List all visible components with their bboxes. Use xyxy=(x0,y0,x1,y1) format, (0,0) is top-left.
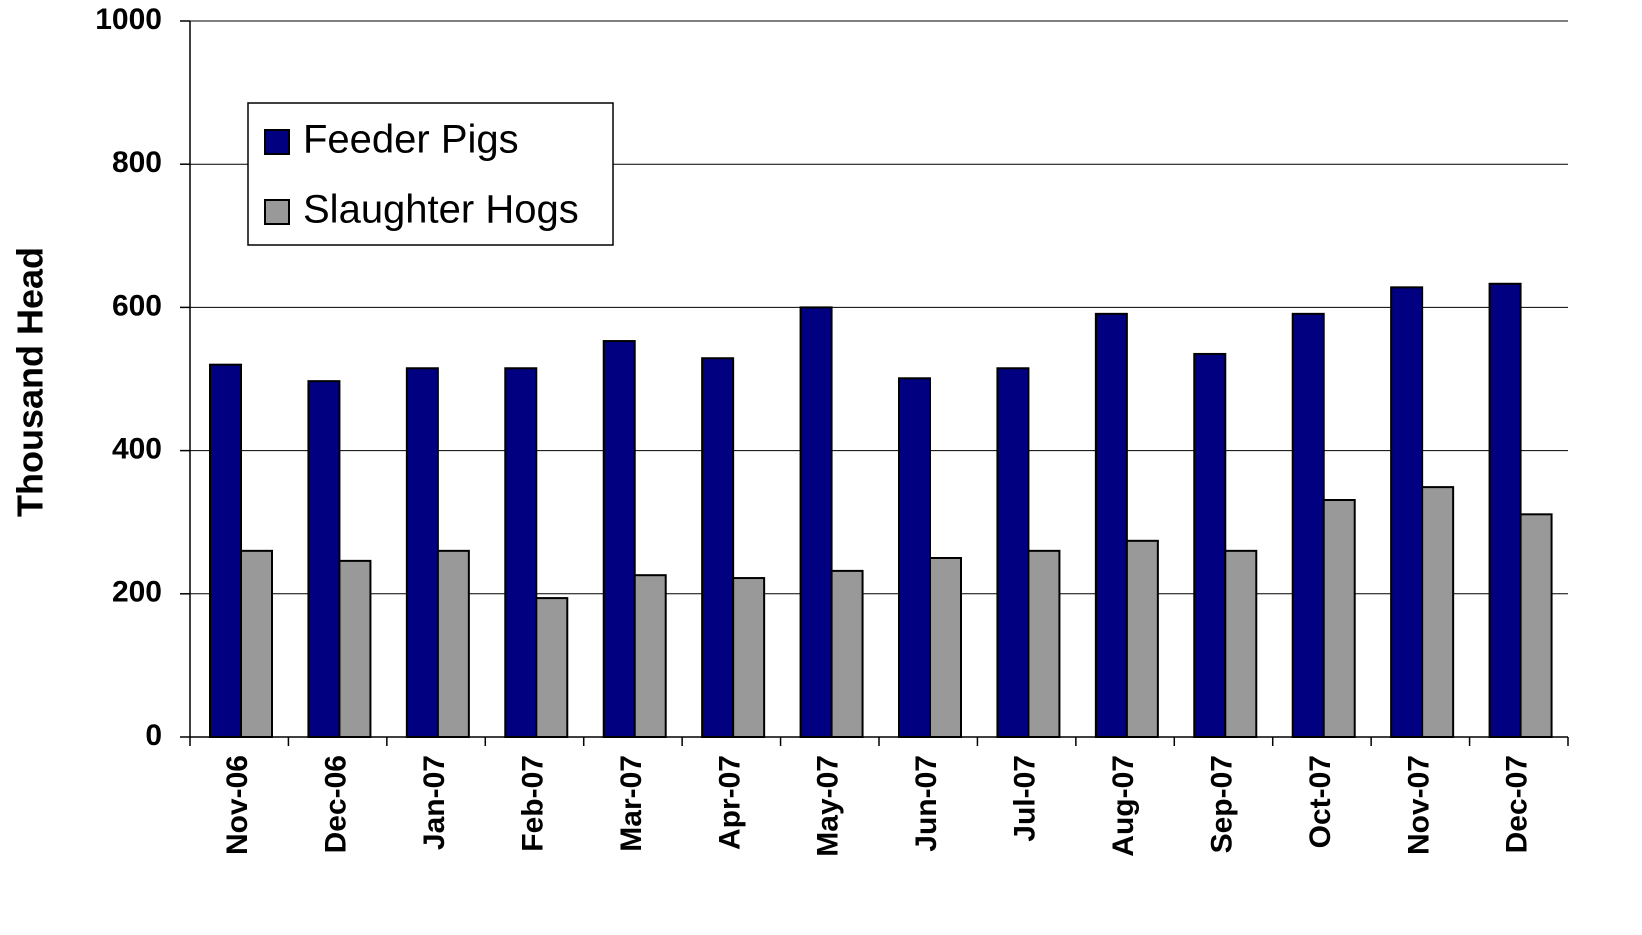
bar xyxy=(209,363,242,738)
legend-label: Slaughter Hogs xyxy=(303,188,579,232)
bar xyxy=(1027,549,1061,739)
bar xyxy=(307,380,341,738)
bar xyxy=(535,597,569,739)
bar xyxy=(996,367,1030,738)
bar xyxy=(633,574,667,739)
x-tick-label: Sep-07 xyxy=(1205,755,1238,853)
bar xyxy=(732,577,766,738)
x-tick-label: Apr-07 xyxy=(713,755,746,850)
bar xyxy=(338,559,372,739)
x-tick-label: Dec-07 xyxy=(1501,755,1534,853)
bar xyxy=(1322,499,1356,738)
y-tick-label: 600 xyxy=(112,289,162,322)
x-tick-label: Mar-07 xyxy=(615,755,648,852)
x-tick-label: Jul-07 xyxy=(1009,755,1042,842)
bar xyxy=(602,340,636,738)
y-axis-title: Thousand Head xyxy=(10,247,51,517)
x-tick-label: Oct-07 xyxy=(1304,755,1337,848)
bar xyxy=(436,549,470,739)
y-tick-label: 400 xyxy=(112,433,162,466)
x-tick-label: Feb-07 xyxy=(516,755,549,852)
bar xyxy=(799,306,833,738)
bar xyxy=(1488,282,1522,738)
bar xyxy=(1421,486,1455,738)
x-tick-label: Nov-07 xyxy=(1402,755,1435,855)
y-tick-label: 0 xyxy=(145,719,162,752)
bar xyxy=(1125,539,1159,738)
x-tick-label: Jun-07 xyxy=(910,755,943,852)
bar xyxy=(1224,549,1258,739)
bar xyxy=(1291,312,1325,738)
bar xyxy=(1094,312,1128,738)
legend: Feeder Pigs Slaughter Hogs xyxy=(247,102,614,246)
legend-swatch xyxy=(264,129,290,155)
bar xyxy=(240,549,273,739)
bar xyxy=(898,377,931,738)
bar xyxy=(504,367,538,738)
legend-label: Feeder Pigs xyxy=(303,118,519,162)
bar xyxy=(830,569,864,738)
y-tick-label: 200 xyxy=(112,576,162,609)
x-tick-label: Nov-06 xyxy=(221,755,254,855)
bar xyxy=(1193,352,1227,738)
y-tick-label: 800 xyxy=(112,146,162,179)
legend-box xyxy=(247,102,614,246)
x-tick-label: Jan-07 xyxy=(418,755,451,850)
x-tick-label: May-07 xyxy=(812,755,845,857)
bar xyxy=(701,357,735,738)
x-tick-label: Aug-07 xyxy=(1107,755,1140,857)
y-tick-label: 1000 xyxy=(95,3,162,36)
legend-swatch xyxy=(264,199,290,225)
bar xyxy=(929,557,962,738)
bar xyxy=(1390,286,1424,738)
bar xyxy=(1519,513,1553,738)
x-tick-label: Dec-06 xyxy=(320,755,353,853)
bar xyxy=(405,367,439,738)
